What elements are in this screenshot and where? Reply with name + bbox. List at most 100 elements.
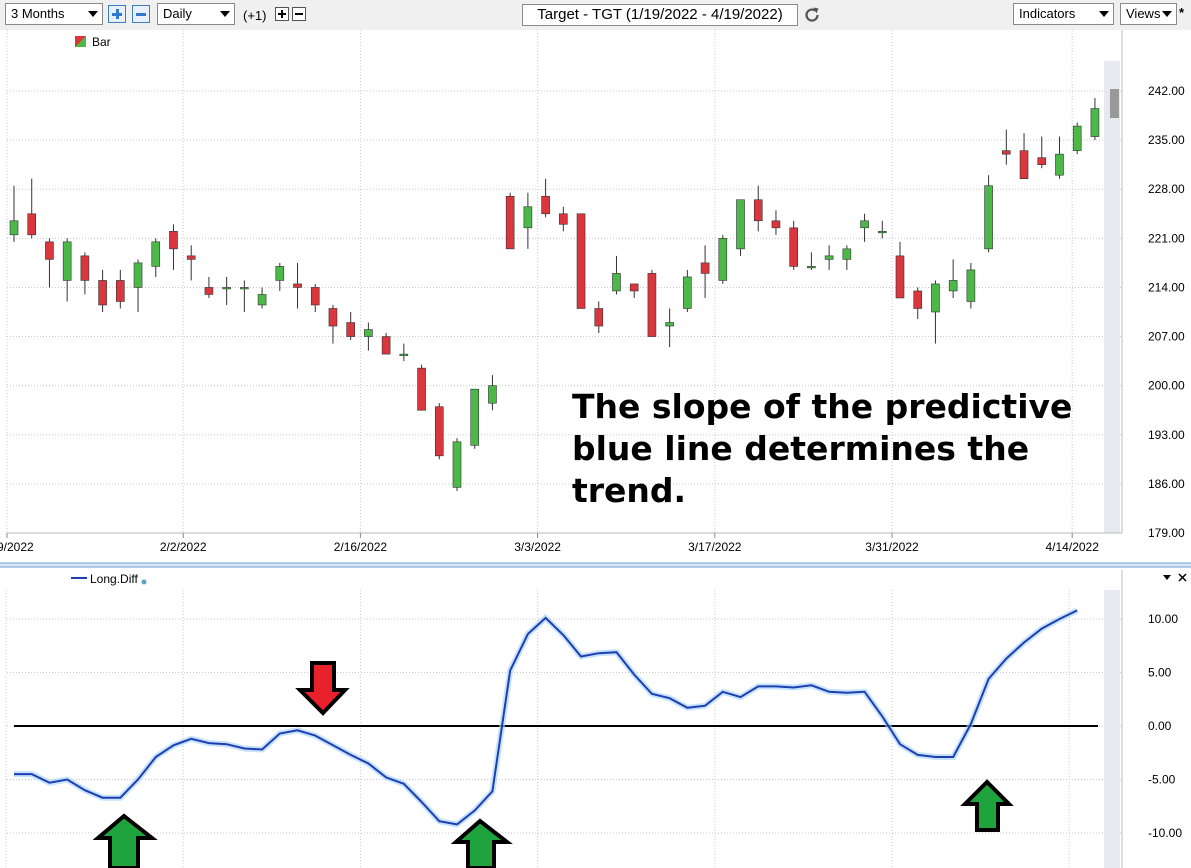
info-dot-icon[interactable] (141, 579, 147, 585)
candle-body (559, 213, 568, 225)
interval-value: Daily (163, 6, 192, 21)
price-tick-label: 207.00 (1148, 330, 1185, 344)
candle (240, 280, 249, 312)
candle (753, 185, 763, 232)
zoom-out-button[interactable] (132, 5, 150, 23)
candle-body (1037, 157, 1047, 165)
candle-body (27, 213, 37, 236)
offset-decrease-button[interactable] (292, 7, 306, 21)
candle-body (753, 199, 763, 222)
candle (452, 438, 462, 491)
candle (647, 269, 657, 337)
price-tick-label: 200.00 (1148, 379, 1185, 393)
candle-body (169, 231, 178, 250)
candle-body (984, 185, 993, 250)
candle (434, 403, 444, 460)
annotation-text: The slope of the predictive blue line de… (572, 386, 1092, 512)
candle (736, 199, 745, 256)
indicators-label: Indicators (1019, 6, 1076, 21)
candle (948, 259, 958, 298)
candle-body (895, 255, 905, 299)
candle-body (293, 283, 302, 288)
candle (612, 255, 621, 295)
candle-body (452, 441, 462, 488)
candle-body (1019, 150, 1029, 179)
candle-body (364, 329, 373, 337)
candle (381, 333, 391, 355)
offset-increase-button[interactable] (275, 7, 289, 21)
candle (683, 269, 692, 312)
candle (257, 287, 267, 309)
views-label: Views (1126, 6, 1161, 21)
candle-body (665, 322, 674, 327)
candle-body (151, 241, 161, 267)
candle-body (647, 273, 657, 337)
indicator-tick-label: -5.00 (1148, 773, 1176, 787)
candle (1002, 129, 1011, 165)
current-price-bar (1110, 89, 1119, 118)
candle (842, 245, 852, 270)
indicator-glow (14, 607, 1079, 828)
indicator-tick-label: 0.00 (1148, 719, 1172, 733)
price-panel (0, 30, 1191, 565)
candle (186, 245, 196, 281)
candle-body (381, 336, 391, 355)
candle (1090, 98, 1100, 141)
candle (45, 238, 54, 288)
date-tick-label: 3/17/2022 (688, 540, 742, 554)
date-tick-label: 4/14/2022 (1046, 540, 1100, 554)
price-tick-label: 214.00 (1148, 280, 1185, 294)
candle-body (275, 266, 285, 281)
views-dropdown[interactable]: Views (1120, 3, 1177, 25)
panel-splitter[interactable] (0, 563, 1191, 567)
chevron-down-icon (1099, 11, 1109, 17)
candle-body (771, 220, 781, 229)
close-panel-icon[interactable] (1178, 573, 1187, 582)
candle-body (700, 262, 710, 274)
candle (169, 224, 178, 270)
candle-body (310, 287, 320, 306)
candle (116, 269, 125, 309)
interval-dropdown[interactable]: Daily (157, 3, 235, 25)
date-tick-label: 2/2/2022 (160, 540, 207, 554)
chevron-down-icon (220, 11, 230, 17)
candle (80, 252, 90, 295)
green-up-arrow-1 (92, 813, 158, 868)
period-dropdown[interactable]: 3 Months (5, 3, 103, 25)
candle (27, 178, 37, 239)
candle-body (1002, 150, 1011, 155)
price-tick-label: 242.00 (1148, 84, 1185, 98)
candle (984, 175, 993, 253)
chart-canvas: 179.00 186.00 193.00 200.00 207.00 214.00 221.… (0, 30, 1191, 868)
candle (523, 192, 533, 249)
annotation-line-2: blue line determines the (572, 429, 1030, 468)
candle (505, 192, 515, 250)
date-tick-label: 3/31/2022 (865, 540, 919, 554)
indicators-dropdown[interactable]: Indicators (1013, 3, 1114, 25)
candle-body (718, 238, 728, 281)
indicator-axis: 10.00 5.00 0.00 -5.00 -10.00 (1148, 612, 1182, 840)
zoom-in-button[interactable] (108, 5, 126, 23)
candle (559, 206, 568, 232)
indicator-tick-label: 10.00 (1148, 612, 1178, 626)
price-tick-label: 228.00 (1148, 182, 1185, 196)
candle (931, 280, 940, 344)
annotation-line-3: trend. (572, 471, 687, 510)
candle (913, 287, 923, 320)
panel-menu-icon[interactable] (1163, 575, 1171, 580)
candle (700, 245, 710, 298)
candle-body (683, 276, 692, 309)
candle (62, 238, 72, 302)
candle (576, 213, 586, 309)
candle-body (186, 255, 196, 260)
future-zone (1104, 61, 1120, 533)
offset-label: (+1) (243, 8, 267, 23)
candle-body (789, 227, 798, 267)
refresh-icon[interactable] (803, 6, 821, 24)
candle (470, 388, 480, 449)
candle-body (523, 206, 533, 229)
candle (364, 322, 373, 351)
candle-body (877, 231, 887, 234)
candle-body (629, 283, 639, 292)
period-value: 3 Months (11, 6, 65, 21)
